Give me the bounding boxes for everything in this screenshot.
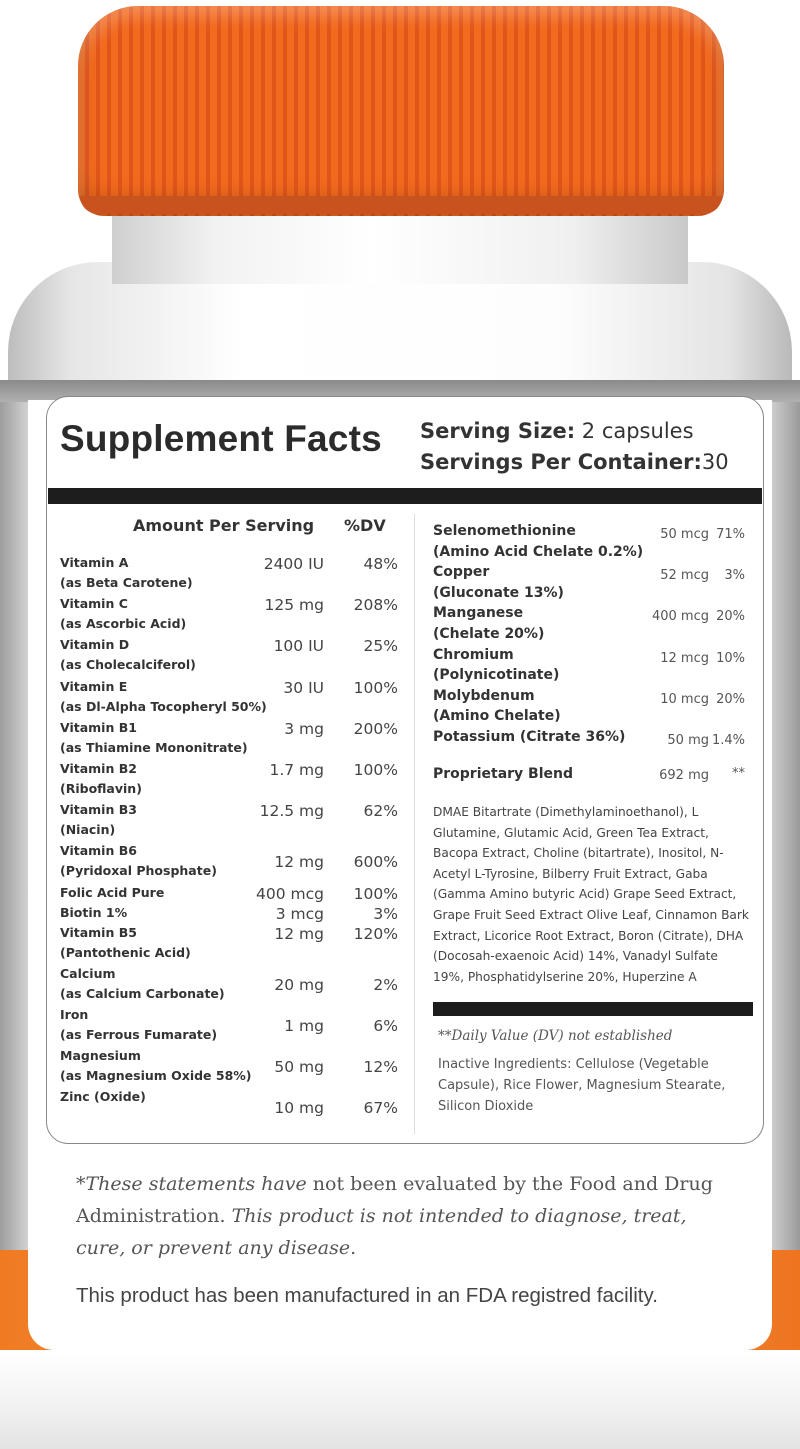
- bottle-cap-rim: [80, 196, 722, 214]
- column-divider: [414, 514, 415, 1134]
- nutrient-row: Zinc (Oxide) 10 mg 67%: [60, 1089, 398, 1118]
- inactive-ingredients: Inactive Ingredients: Cellulose (Vegetab…: [438, 1057, 726, 1114]
- bottle-base: [0, 1350, 800, 1449]
- nutrient-row: Copper (Gluconate 13%) 52 mcg 3%: [433, 564, 745, 601]
- fda-disclaimer: *These statements have not been evaluate…: [76, 1173, 713, 1259]
- amount-column-header: Amount Per Serving: [133, 516, 315, 535]
- nutrient-row: Vitamin B6 (Pyridoxal Phosphate) 12 mg 6…: [60, 843, 398, 879]
- facility-statement: This product has been manufactured in an…: [76, 1284, 658, 1307]
- dv-rule: [433, 1002, 753, 1016]
- supplement-facts-panel: [46, 396, 764, 1144]
- dv-column-header: %DV: [344, 516, 386, 535]
- left-nutrient-list: Vitamin A (as Beta Carotene) 2400 IU 48%…: [60, 553, 400, 1128]
- nutrient-row: Iron (as Ferrous Fumarate) 1 mg 6%: [60, 1006, 398, 1042]
- proprietary-blend-row: Proprietary Blend 692 mg **: [433, 766, 745, 783]
- bottle-shoulder: [8, 262, 792, 402]
- nutrient-row: Vitamin C (as Ascorbic Acid) 125 mg 208%: [60, 596, 398, 632]
- nutrient-row: Molybdenum (Amino Chelate) 10 mcg 20%: [433, 687, 745, 725]
- bottle-cap: [78, 6, 724, 216]
- nutrient-row: Selenomethionine (Amino Acid Chelate 0.2…: [433, 523, 745, 560]
- serving-info: Serving Size: 2 capsules Servings Per Co…: [420, 416, 729, 478]
- nutrient-row: Vitamin D (as Cholecalciferol) 100 IU 25…: [60, 637, 398, 673]
- nutrient-row: Magnesium (as Magnesium Oxide 58%) 50 mg…: [60, 1048, 398, 1084]
- facts-title: Supplement Facts: [60, 418, 382, 459]
- nutrient-row: Vitamin B1 (as Thiamine Mononitrate) 3 m…: [60, 719, 398, 755]
- nutrient-row: Biotin 1% 3 mcg 3%: [60, 904, 398, 923]
- nutrient-row: Chromium (Polynicotinate) 12 mcg 10%: [433, 646, 745, 684]
- nutrient-row: Vitamin B3 (Niacin) 12.5 mg 62%: [60, 802, 398, 838]
- nutrient-row: Potassium (Citrate 36%) 50 mg 1.4%: [433, 728, 745, 748]
- nutrient-row: Manganese (Chelate 20%) 400 mcg 20%: [433, 605, 745, 642]
- bottle-neck: [112, 214, 688, 284]
- nutrient-row: Vitamin E (as Dl-Alpha Tocopheryl 50%) 3…: [60, 678, 398, 714]
- serving-size-line: Serving Size: 2 capsules: [420, 419, 694, 443]
- nutrient-row: Vitamin B2 (Riboflavin) 1.7 mg 100%: [60, 760, 398, 796]
- blend-ingredients: DMAE Bitartrate (Dimethylaminoethanol), …: [433, 805, 749, 984]
- dv-footnote: **Daily Value (DV) not established: [438, 1028, 673, 1044]
- right-nutrient-list: Selenomethionine (Amino Acid Chelate 0.2…: [433, 521, 745, 759]
- servings-per-container-line: Servings Per Container:30: [420, 450, 729, 474]
- header-rule: [48, 488, 762, 504]
- nutrient-row: Folic Acid Pure 400 mcg 100%: [60, 884, 398, 903]
- nutrient-row: Vitamin B5 (Pantothenic Acid) 12 mg 120%: [60, 924, 398, 960]
- nutrient-row: Vitamin A (as Beta Carotene) 2400 IU 48%: [60, 555, 398, 590]
- nutrient-row: Calcium (as Calcium Carbonate) 20 mg 2%: [60, 965, 398, 1001]
